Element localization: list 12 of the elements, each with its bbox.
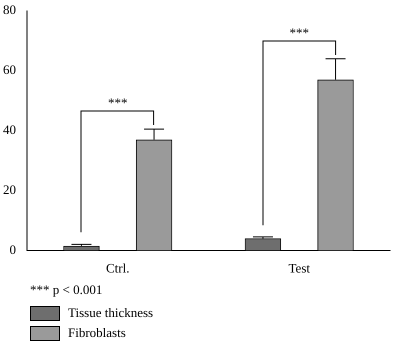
- y-tick-label: 20: [3, 182, 16, 197]
- y-tick-label: 0: [10, 242, 16, 257]
- legend-label: Tissue thickness: [68, 305, 154, 321]
- legend-label: Fibroblasts: [68, 325, 126, 341]
- y-tick-label: 40: [3, 122, 16, 138]
- annotation: ***: [290, 24, 309, 41]
- text: *** p < 0.001: [30, 282, 102, 298]
- x-tick-label: Ctrl.: [106, 260, 130, 276]
- annotation: ***: [108, 95, 128, 112]
- y-tick-label: 60: [3, 62, 16, 78]
- y-tick-label: 80: [3, 2, 16, 18]
- x-tick-label: Test: [288, 260, 310, 276]
